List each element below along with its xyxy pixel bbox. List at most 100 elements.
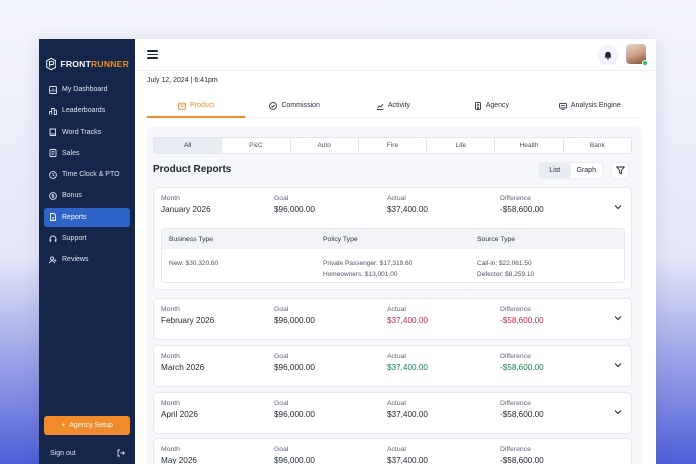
actual-label: Actual [387, 195, 406, 202]
difference-label: Difference [500, 446, 531, 453]
filter-health[interactable]: Health [495, 138, 564, 153]
month-label: Month [161, 353, 180, 360]
view-list-button[interactable]: List [539, 163, 571, 178]
user-avatar[interactable] [626, 44, 648, 66]
sidebar-item-bonus[interactable]: Bonus [44, 186, 130, 205]
difference-value: -$58,600.00 [500, 410, 544, 419]
sidebar-item-label: Reviews [62, 256, 89, 264]
filter-pc[interactable]: P&C [222, 138, 291, 153]
filter-all[interactable]: All [154, 138, 223, 153]
policy-type-line: Private Passenger: $17,319.60 [323, 260, 413, 267]
sidebar-item-label: Word Tracks [62, 128, 102, 136]
tab-agency[interactable]: Agency [442, 94, 540, 117]
agency-setup-label: Agency Setup [69, 422, 113, 429]
report-row-header[interactable]: Month March 2026 Goal $96,000.00 Actual $37… [154, 346, 631, 386]
tab-activity[interactable]: Activity [344, 94, 442, 117]
chevron-down-icon[interactable] [613, 360, 623, 370]
brand-name: FRONTRUNNER [60, 58, 129, 69]
clock-icon [49, 170, 57, 179]
filter-bank[interactable]: Bank [589, 142, 605, 149]
sidebar-item-label: Reports [62, 213, 87, 221]
actual-value: $37,400.00 [387, 456, 428, 464]
month-value: May 2026 [161, 456, 197, 464]
agency-icon [474, 101, 481, 110]
actual-label: Actual [387, 353, 406, 360]
difference-value: -$58,600.00 [500, 456, 544, 464]
sidebar-item-sales[interactable]: Sales [44, 144, 130, 163]
goal-label: Goal [274, 195, 289, 202]
goal-value: $96,000.00 [274, 410, 315, 419]
goal-value: $96,000.00 [274, 205, 315, 214]
report-row-header[interactable]: Month February 2026 Goal $96,000.00 Actual… [154, 299, 631, 339]
source-type-values: Call-in: $22,061.50 Defector: $8,259.10 [470, 258, 624, 280]
month-label: Month [161, 446, 180, 453]
sidebar-item-reports[interactable]: Reports [44, 207, 130, 227]
goal-value: $96,000.00 [274, 456, 315, 464]
report-row: Month April 2026 Goal $96,000.00 Actual $37… [153, 392, 632, 434]
sidebar-item-support[interactable]: Support [44, 229, 130, 248]
tab-label: Commission [281, 102, 320, 109]
sign-out-label: Sign out [50, 449, 76, 457]
difference-label: Difference [500, 400, 531, 407]
goal-label: Goal [274, 400, 289, 407]
business-type-line: New: $30,320.60 [169, 260, 219, 267]
goal-label: Goal [274, 446, 289, 453]
source-type-line: Call-in: $22,061.50 [477, 260, 532, 267]
activity-icon [376, 103, 384, 110]
box-icon [178, 102, 186, 110]
view-graph-button[interactable]: Graph [576, 167, 596, 174]
notification-bell-icon[interactable] [598, 45, 618, 65]
sales-icon [49, 149, 57, 158]
report-row: Month February 2026 Goal $96,000.00 Actual… [153, 298, 632, 340]
filter-fire[interactable]: Fire [359, 138, 428, 153]
report-row-header[interactable]: Month January 2026 Goal $96,000.00 Actual $… [154, 188, 631, 228]
report-row: Month January 2026 Goal $96,000.00 Actual $… [153, 187, 632, 290]
chevron-down-icon[interactable] [613, 313, 623, 323]
month-value: February 2026 [161, 316, 215, 325]
month-value: January 2026 [161, 205, 211, 214]
brand-logo[interactable]: FRONTRUNNER [39, 39, 135, 77]
filter-button[interactable] [611, 162, 629, 179]
chevron-down-icon[interactable] [613, 407, 623, 417]
reviews-icon [49, 256, 57, 264]
top-bar [135, 39, 656, 71]
sidebar-item-leaderboards[interactable]: Leaderboards [44, 101, 130, 120]
sign-out-link[interactable]: Sign out [50, 449, 125, 457]
filter-auto[interactable]: Auto [291, 138, 359, 153]
tab-analysis-engine[interactable]: Analysis Engine [541, 94, 639, 117]
current-datetime: July 12, 2024 | 6:41pm [147, 77, 218, 84]
report-row-header[interactable]: Month April 2026 Goal $96,000.00 Actual $37… [154, 393, 631, 433]
sidebar-nav: My Dashboard Leaderboards Word Tracks Sa… [39, 80, 135, 269]
sidebar-item-dashboard[interactable]: My Dashboard [44, 80, 130, 99]
tab-commission[interactable]: Commission [245, 94, 343, 117]
details-body: New: $30,320.60 Private Passenger: $17,3… [162, 249, 624, 280]
app-window: FRONTRUNNER My Dashboard Leaderboards Wo… [39, 39, 656, 464]
agency-setup-button[interactable]: + Agency Setup [44, 416, 130, 435]
difference-label: Difference [500, 306, 531, 313]
sidebar-item-label: My Dashboard [62, 86, 108, 93]
business-type-header: Business Type [169, 235, 214, 243]
details-header: Business Type Policy Type Source Type [162, 229, 624, 249]
goal-value: $96,000.00 [274, 316, 315, 325]
support-icon [49, 235, 57, 242]
actual-value: $37,400.00 [387, 363, 428, 372]
sidebar-item-reviews[interactable]: Reviews [44, 250, 130, 269]
leaderboard-icon [49, 107, 57, 115]
logo-mark-icon [46, 57, 57, 70]
chevron-down-icon[interactable] [613, 202, 623, 212]
month-label: Month [161, 195, 180, 202]
sidebar-item-word-tracks[interactable]: Word Tracks [44, 123, 130, 142]
menu-icon[interactable] [147, 50, 158, 59]
report-row-header[interactable]: Month May 2026 Goal $96,000.00 Actual $37,4… [154, 439, 631, 464]
report-row: Month March 2026 Goal $96,000.00 Actual $37… [153, 345, 632, 387]
sidebar: FRONTRUNNER My Dashboard Leaderboards Wo… [39, 39, 135, 464]
sidebar-item-time-clock[interactable]: Time Clock & PTO [44, 165, 130, 184]
plus-icon: + [61, 422, 66, 429]
book-icon [49, 128, 56, 137]
filter-life[interactable]: Life [427, 138, 496, 153]
engine-icon [558, 102, 567, 110]
difference-value: -$58,600.00 [500, 363, 544, 372]
tab-product[interactable]: Product [147, 94, 246, 118]
sidebar-item-label: Time Clock & PTO [62, 171, 120, 179]
actual-label: Actual [387, 446, 406, 453]
